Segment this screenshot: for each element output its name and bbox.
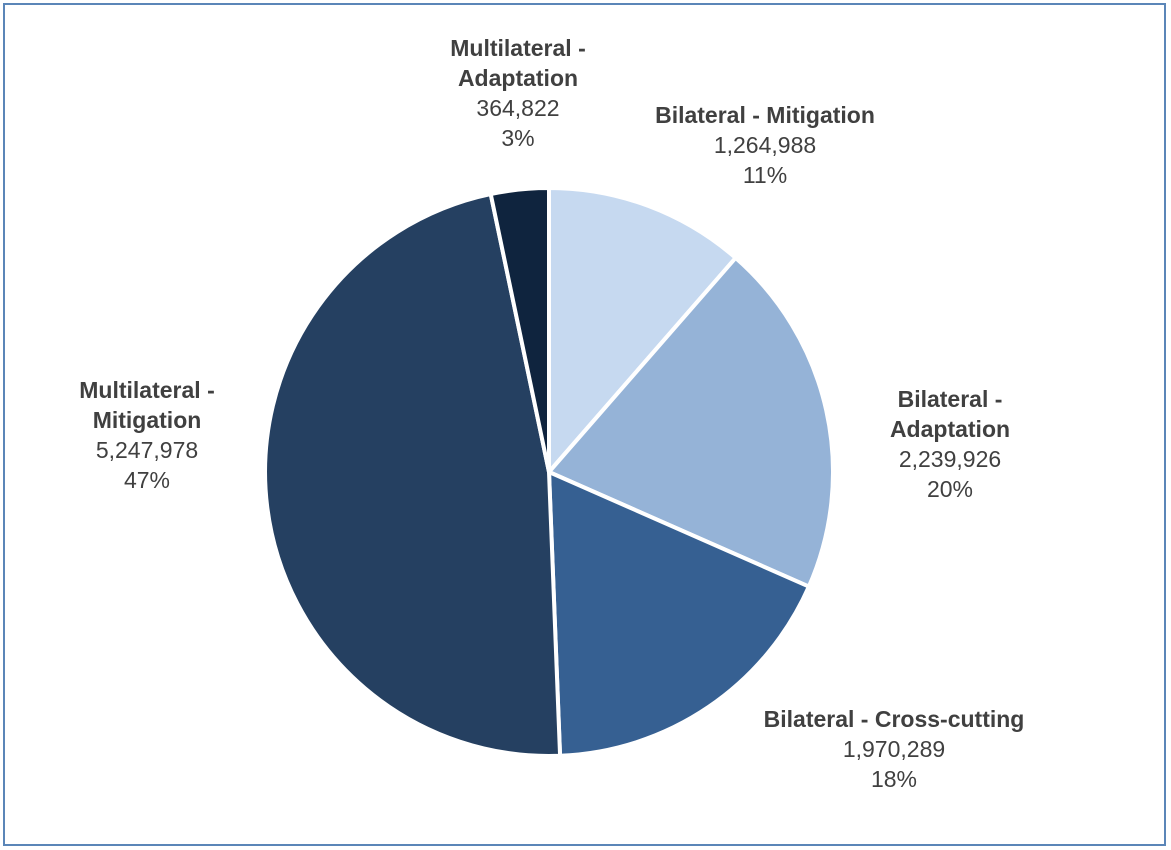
slice-percent: 20% [926, 476, 974, 502]
slice-name: Bilateral - Mitigation [655, 102, 875, 128]
data-label-multilateral-adaptation: Multilateral - Adaptation 364,822 3% [418, 33, 618, 153]
slice-percent: 3% [501, 125, 535, 151]
pie-slice-bilateral-mitigation [547, 186, 738, 474]
slice-name: Multilateral - Mitigation [79, 377, 215, 433]
slice-value: 1,264,988 [713, 132, 817, 158]
data-label-bilateral-adaptation: Bilateral - Adaptation 2,239,926 20% [860, 384, 1040, 504]
slice-value: 1,970,289 [842, 736, 946, 762]
pie-slice-multilateral-adaptation [488, 186, 551, 474]
data-label-multilateral-mitigation: Multilateral - Mitigation 5,247,978 47% [52, 375, 242, 495]
slice-percent: 18% [870, 766, 918, 792]
slice-value: 5,247,978 [95, 437, 199, 463]
pie-slice-multilateral-mitigation [263, 192, 563, 758]
slice-value: 2,239,926 [898, 446, 1002, 472]
slice-percent: 47% [123, 467, 171, 493]
slice-name: Multilateral - Adaptation [450, 35, 586, 91]
pie-slice-bilateral-adaptation [547, 255, 835, 589]
slice-name: Bilateral - Adaptation [889, 386, 1011, 442]
data-label-bilateral-cross-cutting: Bilateral - Cross-cutting 1,970,289 18% [734, 704, 1054, 794]
slice-name: Bilateral - Cross-cutting [763, 706, 1025, 732]
slice-percent: 11% [742, 162, 788, 188]
slice-value: 364,822 [476, 95, 560, 121]
pie-slice-bilateral-cross-cutting [547, 470, 811, 758]
data-label-bilateral-mitigation: Bilateral - Mitigation 1,264,988 11% [620, 100, 910, 190]
